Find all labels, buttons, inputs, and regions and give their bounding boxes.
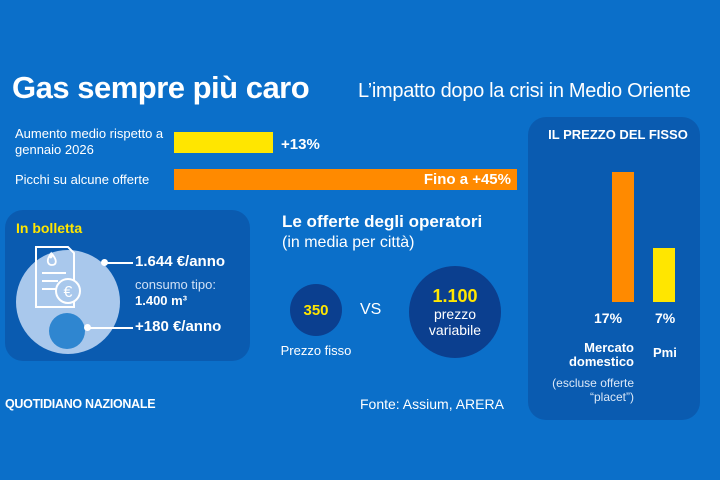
page-subtitle: L’impatto dopo la crisi in Medio Oriente: [358, 80, 691, 102]
offerte-title: Le offerte degli operatori: [282, 212, 483, 231]
data-label-aumento: +13%: [281, 136, 320, 153]
brand-logo: QUOTIDIANO NAZIONALE: [5, 397, 156, 411]
bolletta-panel: In bolletta € 1.644 €/anno consumo tipo:…: [5, 210, 250, 361]
category-mercato: Mercato domestico: [568, 340, 634, 369]
page-title: Gas sempre più caro: [12, 70, 310, 105]
flame-icon: [46, 251, 57, 266]
category-mercato-note: (escluse offerte “placet”): [552, 376, 634, 404]
data-label-picchi: Fino a +45%: [423, 171, 511, 188]
data-label-mercato: 17%: [594, 310, 623, 326]
pointer-line: [88, 327, 133, 329]
bar-picchi: [174, 169, 517, 190]
category-pmi: Pmi: [653, 345, 677, 360]
bar-label-picchi: Picchi su alcune offerte: [15, 172, 150, 187]
annual-cost: 1.644 €/anno: [135, 253, 226, 270]
annual-increase: +180 €/anno: [135, 318, 222, 335]
bill-icon: €: [35, 246, 81, 308]
variable-price-label-1: prezzo: [433, 306, 477, 322]
svg-text:€: €: [64, 284, 73, 301]
bar-mercato-domestico: [612, 172, 634, 302]
bar-aumento: [174, 132, 274, 153]
prezzo-fisso-title: IL PREZZO DEL FISSO: [548, 127, 688, 142]
source-note: Fonte: Assium, ARERA: [360, 396, 504, 412]
consumo-label: consumo tipo:: [135, 277, 216, 292]
variable-price-label-2: variabile: [428, 322, 482, 338]
vs-label: VS: [360, 301, 382, 318]
prezzo-fisso-panel: IL PREZZO DEL FISSO 17% 7% Mercato domes…: [528, 117, 700, 420]
pointer-line: [105, 262, 133, 264]
consumo-value: 1.400 m³: [135, 293, 188, 308]
increase-circle: [49, 313, 85, 349]
euro-icon: [55, 278, 81, 304]
variable-price-value: 1.100: [432, 286, 478, 306]
bar-pmi: [653, 248, 675, 302]
variable-price-circle: 1.100 prezzo variabile: [409, 266, 501, 358]
fixed-price-circle: 350: [290, 284, 342, 336]
bar-label-aumento: Aumento medio rispetto a gennaio 2026: [15, 126, 164, 157]
fixed-price-label: Prezzo fisso: [280, 343, 352, 358]
offerte-subtitle: (in media per città): [282, 234, 415, 251]
fixed-price-value: 350: [303, 301, 329, 319]
data-label-pmi: 7%: [655, 310, 676, 326]
bolletta-title: In bolletta: [16, 220, 83, 236]
